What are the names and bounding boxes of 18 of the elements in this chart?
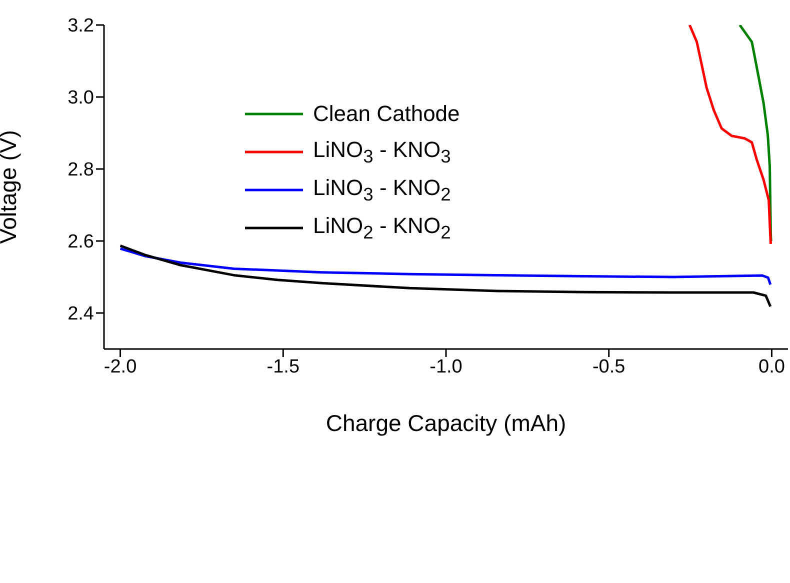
x-tick-label: 0.0	[758, 356, 785, 378]
legend-label: LiNO$_{2}$ - KNO$_{2}$	[313, 212, 451, 244]
legend-label: LiNO$_{3}$ - KNO$_{2}$	[313, 174, 451, 206]
x-tick-label: -1.5	[266, 356, 300, 378]
x-axis-title: Charge Capacity (mAh)	[326, 410, 566, 436]
legend-label: LiNO$_{3}$ - KNO$_{3}$	[313, 136, 451, 168]
x-tick-label: -1.0	[430, 356, 462, 378]
line-series	[688, 25, 772, 246]
x-tick-label: -2.0	[104, 356, 137, 378]
y-tick-label: 3.2	[68, 16, 94, 37]
y-tick-label: 2.4	[68, 304, 94, 325]
line-series	[119, 244, 772, 308]
legend-label: Clean Cathode	[313, 101, 460, 127]
y-tick-label: 2.6	[68, 232, 94, 253]
y-tick-label: 3.0	[68, 88, 94, 109]
y-tick-label: 2.8	[68, 160, 94, 181]
line-series	[119, 247, 772, 286]
x-tick-label: -0.5	[592, 356, 626, 378]
